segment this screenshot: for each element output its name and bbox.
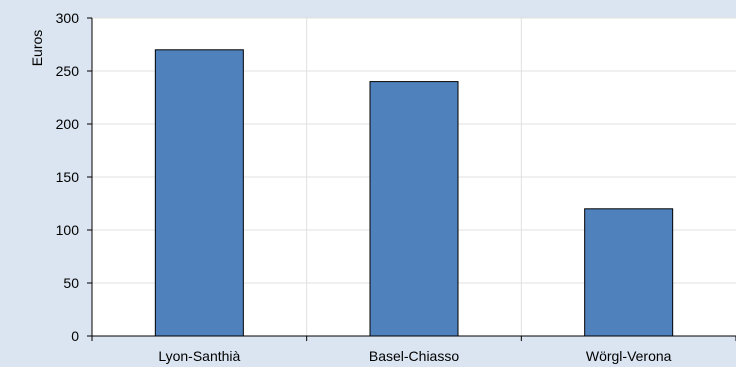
y-axis-title: Euros: [29, 30, 45, 67]
x-tick-label: Wörgl-Verona: [586, 348, 672, 364]
y-tick-label: 300: [56, 10, 80, 26]
y-tick-label: 0: [71, 328, 79, 344]
y-tick-label: 100: [56, 222, 80, 238]
x-ticks: Lyon-Santhià Basel-Chiasso Wörgl-Verona: [91, 336, 736, 364]
y-ticks: 0 50 100 150 200 250 300: [56, 10, 92, 344]
y-tick-label: 50: [63, 275, 79, 291]
bar-1: [369, 81, 459, 337]
y-tick-label: 200: [56, 116, 80, 132]
bar-2: [584, 208, 674, 337]
x-tick-label: Basel-Chiasso: [369, 348, 459, 364]
y-tick-label: 150: [56, 169, 80, 185]
y-tick-label: 250: [56, 63, 80, 79]
bar-0: [154, 49, 244, 337]
x-tick-label: Lyon-Santhià: [158, 348, 240, 364]
bars: [154, 49, 674, 337]
